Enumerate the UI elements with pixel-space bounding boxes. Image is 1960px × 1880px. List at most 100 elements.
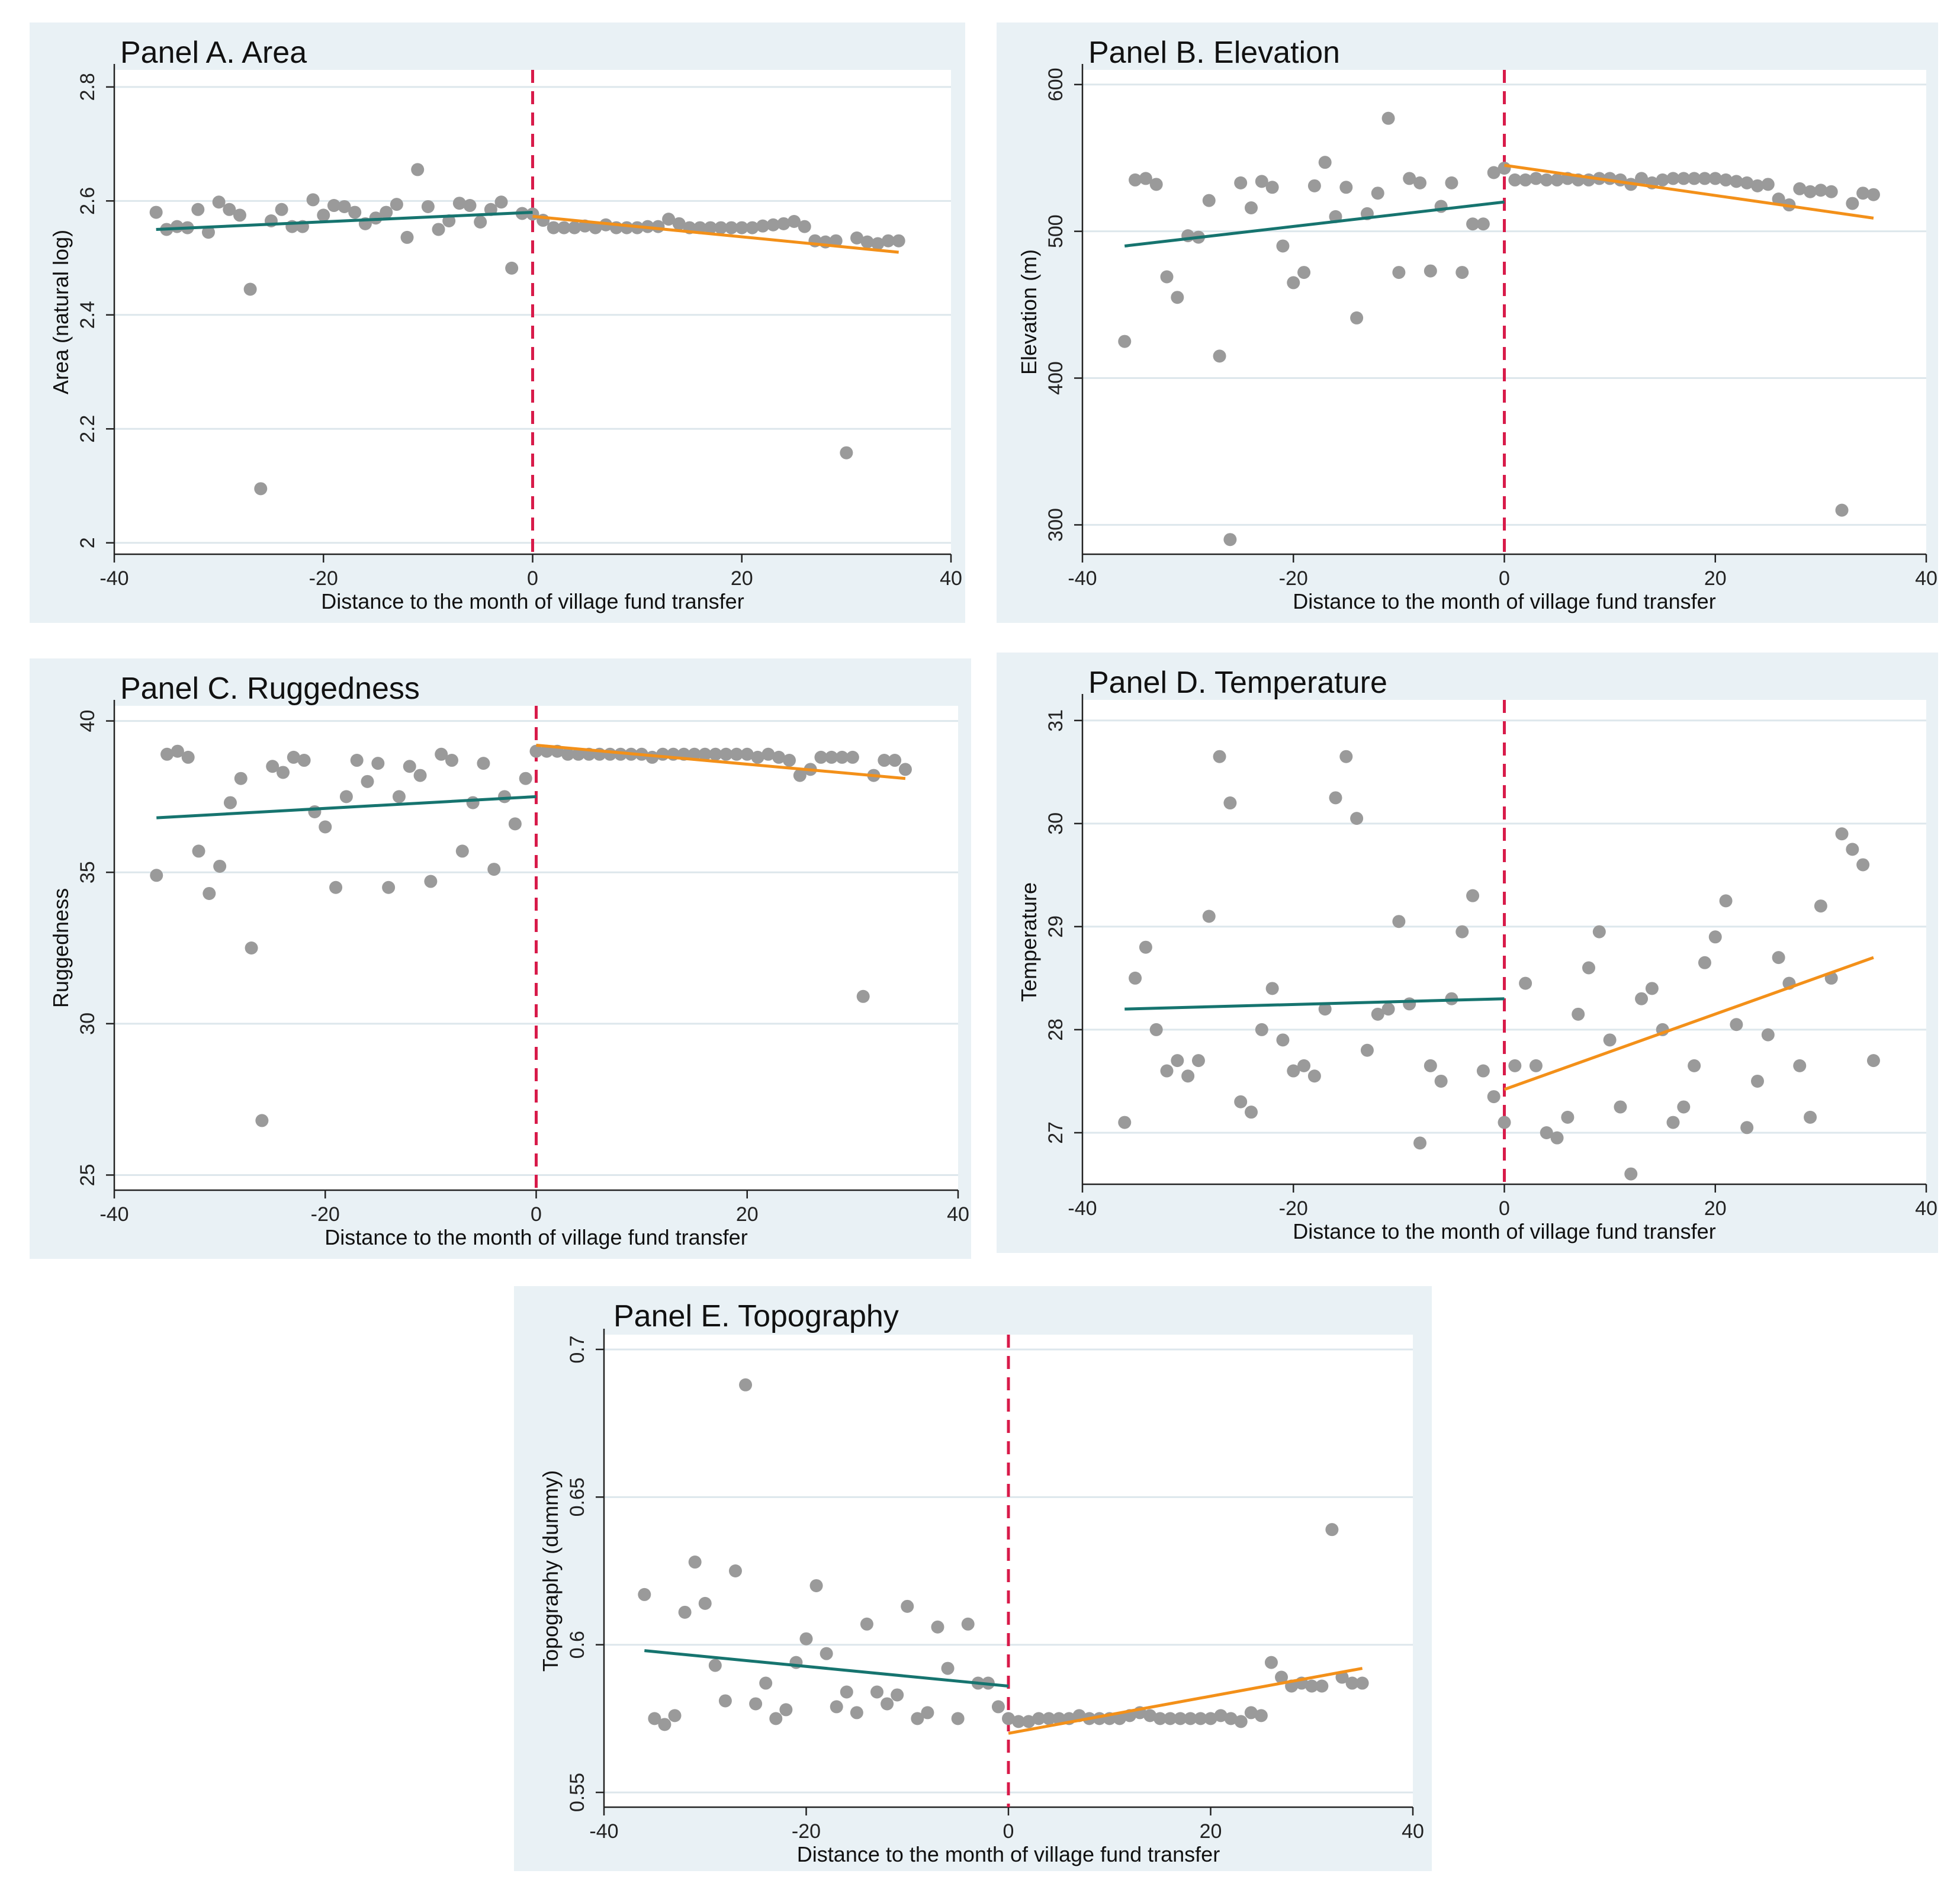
data-point	[1149, 178, 1163, 191]
data-point	[1297, 266, 1311, 279]
data-point	[1325, 1523, 1339, 1537]
y-tick-label: 2.8	[76, 73, 99, 101]
y-axis-label: Ruggedness	[49, 888, 73, 1008]
data-point	[766, 218, 780, 232]
y-tick-label: 27	[1045, 1121, 1067, 1144]
data-point	[1666, 1116, 1680, 1129]
panel-a-area: 2 2.2 2.4 2.6 2.8 -40 -20 0 20 40 Panel A. Area Dis…	[30, 23, 965, 623]
data-point	[951, 1712, 965, 1725]
data-point	[698, 1596, 712, 1610]
data-point	[361, 775, 374, 788]
data-point	[739, 1378, 753, 1391]
data-point	[203, 886, 216, 900]
x-tick-label: -40	[99, 567, 128, 590]
data-point	[698, 747, 712, 761]
data-point	[1476, 217, 1490, 231]
x-axis-label: Distance to the month of village fund tr…	[1293, 589, 1715, 613]
x-axis-label: Distance to the month of village fund tr…	[321, 589, 744, 613]
x-tick-label: -20	[1279, 1197, 1308, 1220]
data-point	[662, 213, 676, 226]
data-point	[1413, 176, 1426, 189]
data-point	[1223, 533, 1237, 547]
x-tick-label: -20	[309, 567, 338, 590]
data-point	[777, 217, 791, 230]
data-point	[1213, 750, 1226, 763]
data-point	[1118, 1116, 1132, 1129]
x-axis-label: Distance to the month of village fund tr…	[797, 1842, 1220, 1866]
data-point	[1635, 992, 1649, 1005]
data-point	[1360, 1043, 1374, 1057]
data-point	[1255, 175, 1268, 188]
data-point	[339, 790, 353, 804]
data-point	[213, 859, 227, 873]
data-point	[1265, 181, 1279, 194]
data-point	[931, 1620, 944, 1634]
data-point	[860, 235, 874, 249]
data-point	[1160, 1064, 1174, 1078]
data-point	[474, 215, 487, 229]
data-point	[860, 1617, 873, 1631]
data-point	[445, 754, 458, 767]
data-point	[1793, 1059, 1807, 1072]
y-axis-label: Area (natural log)	[49, 230, 73, 394]
data-point	[1424, 264, 1437, 278]
data-point	[589, 221, 602, 234]
data-point	[306, 193, 320, 207]
data-point	[1466, 217, 1480, 231]
data-point	[571, 747, 585, 761]
data-point	[245, 941, 258, 955]
data-point	[941, 1662, 955, 1675]
x-tick-label: -40	[589, 1820, 618, 1843]
x-tick-label: -40	[1068, 1197, 1097, 1220]
data-point	[317, 208, 330, 222]
data-point	[1466, 889, 1480, 902]
data-point	[1455, 266, 1469, 279]
y-tick-label: 2.2	[76, 415, 99, 443]
data-point	[1355, 1676, 1369, 1690]
data-point	[1194, 1712, 1207, 1725]
data-point	[825, 750, 838, 764]
data-point	[719, 747, 733, 761]
panel-e-topography: 0.55 0.6 0.65 0.7 -40 -20 0 20 40 Panel E. Topogr…	[514, 1286, 1432, 1871]
data-point	[390, 198, 403, 211]
data-point	[266, 760, 279, 773]
data-point	[1772, 951, 1785, 965]
data-point	[171, 744, 184, 758]
data-point	[1677, 172, 1691, 185]
data-point	[243, 282, 257, 296]
y-tick-label: 600	[1045, 68, 1067, 101]
data-point	[160, 747, 174, 761]
data-point	[1455, 925, 1469, 939]
data-point	[658, 1718, 671, 1731]
data-point	[1751, 1074, 1764, 1088]
data-point	[1772, 192, 1785, 206]
data-point	[1498, 1116, 1511, 1129]
data-point	[505, 261, 519, 275]
data-point	[1529, 172, 1543, 185]
data-point	[519, 772, 532, 785]
data-point	[814, 750, 828, 764]
data-point	[1275, 1670, 1289, 1684]
panel-e-svg: 0.55 0.6 0.65 0.7 -40 -20 0 20 40 Panel E. Topogr…	[538, 1299, 1424, 1866]
data-point	[494, 195, 508, 209]
data-point	[871, 237, 885, 250]
y-tick-label: 35	[76, 861, 99, 883]
data-point	[1255, 1023, 1268, 1036]
y-tick-label: 2.4	[76, 301, 99, 329]
data-point	[1403, 172, 1416, 185]
y-tick-label: 2	[76, 537, 99, 548]
y-tick-label: 30	[1045, 812, 1067, 835]
data-point	[380, 205, 393, 219]
data-point	[1424, 1059, 1437, 1072]
data-point	[1129, 971, 1142, 985]
data-point	[255, 1114, 269, 1127]
data-point	[1214, 1709, 1228, 1722]
data-point	[277, 766, 290, 779]
data-point	[1139, 172, 1152, 185]
data-point	[1244, 1706, 1258, 1720]
data-point	[463, 199, 477, 213]
data-point	[1698, 956, 1711, 969]
data-point	[1730, 175, 1743, 188]
data-point	[846, 750, 859, 764]
data-point	[751, 750, 764, 764]
